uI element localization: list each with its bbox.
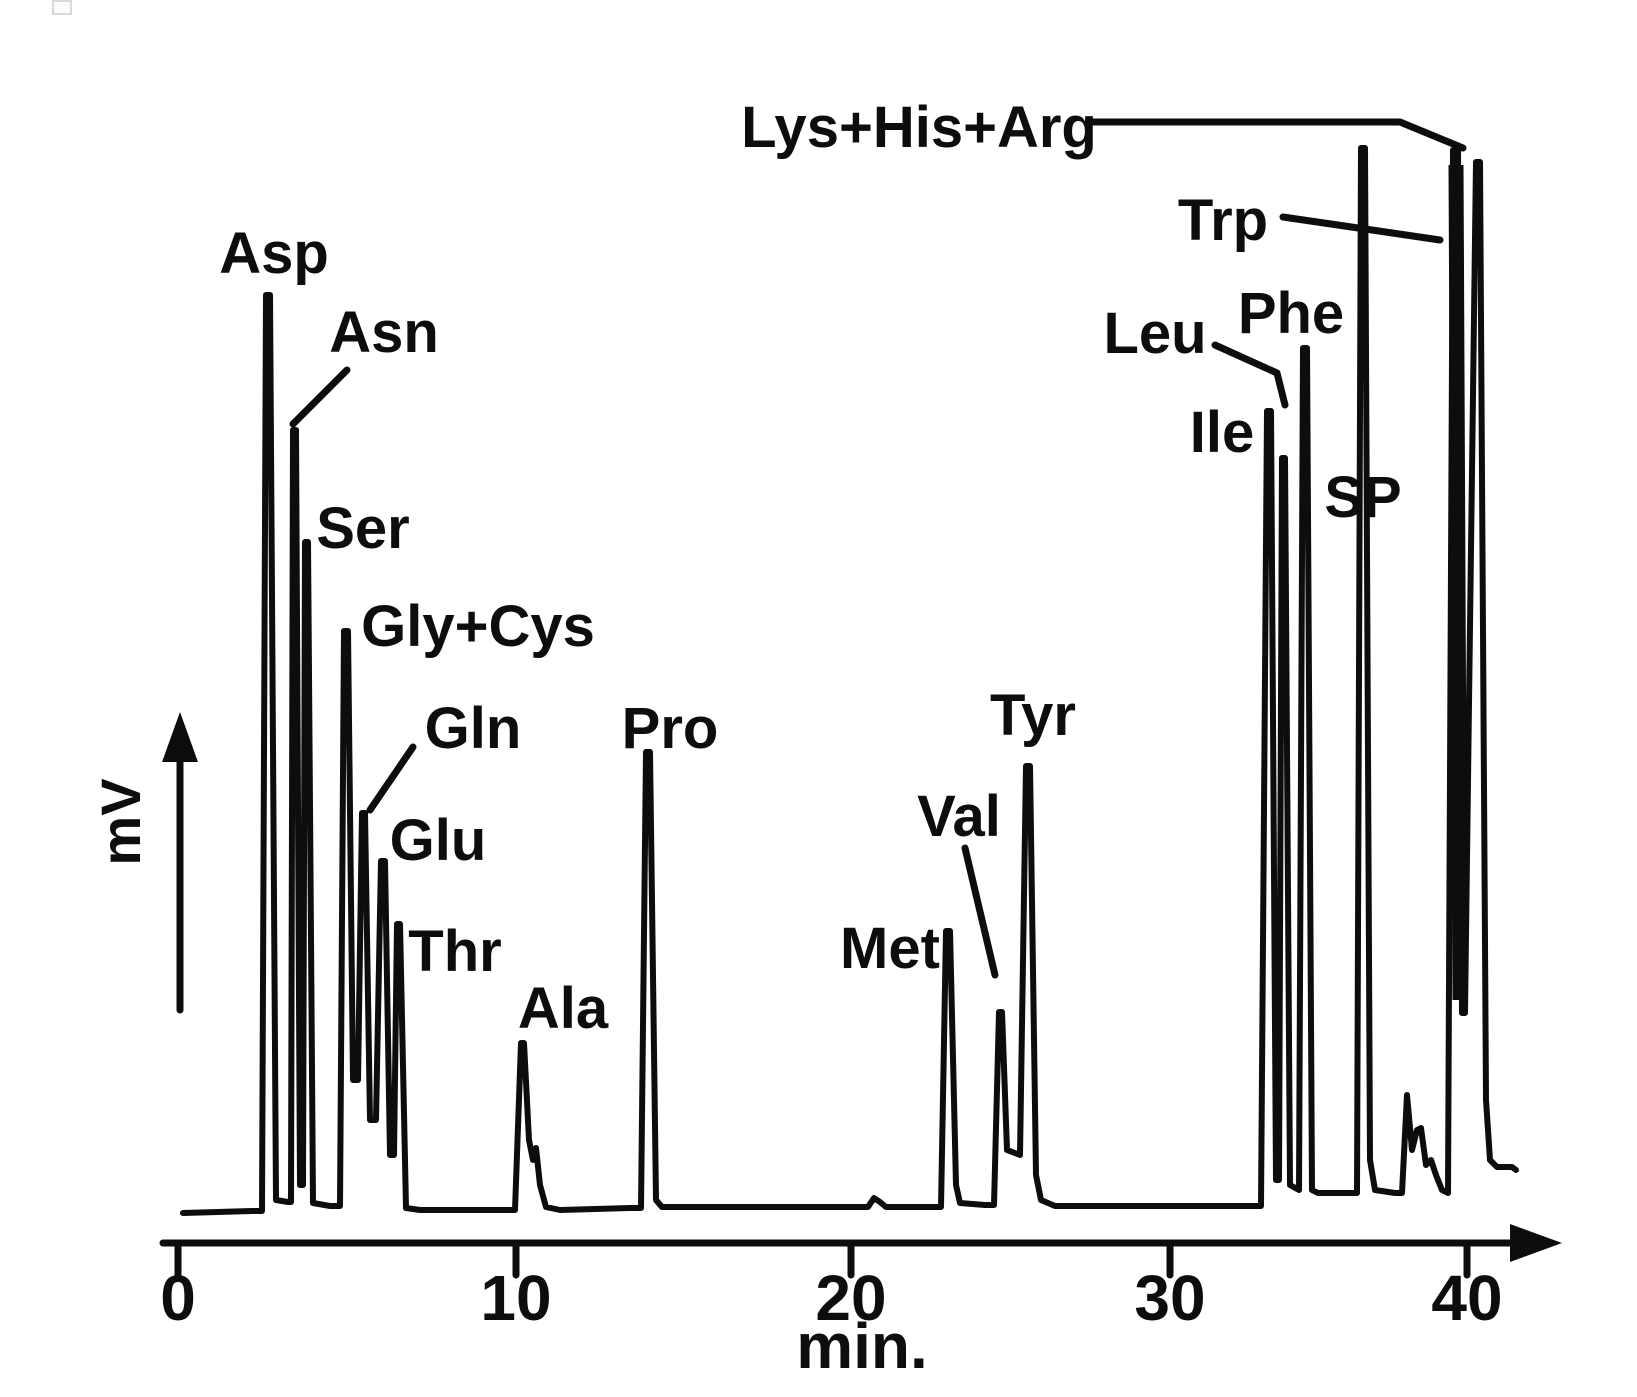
chromatogram-trace: [180, 145, 1519, 1216]
x-tick-label-40: 40: [1431, 1262, 1502, 1334]
peak-label-sp: SP: [1324, 465, 1401, 530]
peak-label-trp: Trp: [1178, 188, 1268, 253]
x-tick-label-30: 30: [1134, 1262, 1205, 1334]
peak-label-pro: Pro: [622, 696, 719, 761]
y-axis: mV: [89, 712, 198, 1014]
detector-signal-trace: [180, 145, 1519, 1216]
peak-label-gln: Gln: [425, 696, 522, 761]
peak-label-thr: Thr: [408, 919, 501, 984]
peak-label-asp: Asp: [219, 221, 329, 286]
y-axis-title: mV: [89, 778, 152, 865]
x-tick-label-10: 10: [480, 1262, 551, 1334]
leader-line-lys-his-arg: [1086, 118, 1467, 152]
peak-label-gly-cys: Gly+Cys: [361, 594, 595, 659]
x-tick-label-0: 0: [160, 1262, 196, 1334]
x-axis: 0 10 20 30 40 min.: [159, 1224, 1562, 1382]
peak-label-glu: Glu: [390, 808, 487, 873]
saturated-peak-segment: [1448, 164, 1468, 1001]
peak-label-tyr: Tyr: [990, 683, 1076, 748]
scan-artifact-square: [52, 0, 72, 15]
leader-line-gln: [366, 743, 417, 814]
leader-line-leu: [1211, 341, 1289, 409]
x-axis-arrowhead-icon: [1510, 1224, 1562, 1262]
peak-label-met: Met: [840, 916, 940, 981]
leader-line-val: [961, 844, 999, 979]
x-tick-label-20: 20: [815, 1262, 886, 1334]
leader-line-trp: [1279, 213, 1444, 244]
peak-label-ser: Ser: [316, 496, 410, 561]
peak-label-ala: Ala: [518, 976, 609, 1041]
peak-label-leu: Leu: [1103, 301, 1206, 366]
leader-line-asn: [289, 366, 351, 428]
y-axis-arrowhead-icon: [162, 712, 198, 762]
peak-label-asn: Asn: [329, 300, 439, 365]
peak-label-ile: Ile: [1190, 400, 1255, 465]
peak-label-val: Val: [917, 784, 1001, 849]
peak-leader-lines: [289, 118, 1467, 979]
x-axis-title: min.: [796, 1310, 928, 1382]
peak-label-phe: Phe: [1238, 281, 1344, 346]
peak-label-lys-his-arg: Lys+His+Arg: [741, 95, 1097, 160]
